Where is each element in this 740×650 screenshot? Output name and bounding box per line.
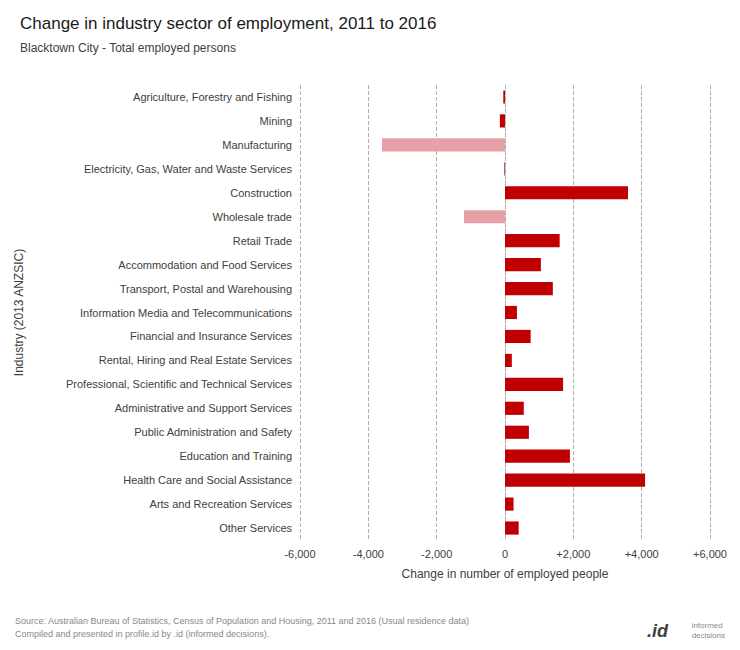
svg-text:Accommodation and Food Service: Accommodation and Food Services <box>118 259 292 271</box>
svg-text:Mining: Mining <box>260 115 292 127</box>
svg-text:Construction: Construction <box>230 187 292 199</box>
svg-text:Industry (2013 ANZSIC): Industry (2013 ANZSIC) <box>12 249 26 376</box>
svg-text:-4,000: -4,000 <box>353 548 384 560</box>
svg-text:Change in number of employed p: Change in number of employed people <box>402 567 609 581</box>
svg-text:Change in industry sector of e: Change in industry sector of employment,… <box>20 14 436 33</box>
svg-text:Public Administration and Safe: Public Administration and Safety <box>134 426 292 438</box>
svg-text:Professional, Scientific and T: Professional, Scientific and Technical S… <box>66 378 293 390</box>
svg-text:Blacktown City - Total employe: Blacktown City - Total employed persons <box>20 41 236 55</box>
svg-text:0: 0 <box>502 548 508 560</box>
svg-text:Financial and Insurance Servic: Financial and Insurance Services <box>130 330 293 342</box>
svg-text:Health Care and Social Assista: Health Care and Social Assistance <box>123 474 292 486</box>
svg-text:informed: informed <box>692 621 723 630</box>
svg-text:Electricity, Gas, Water and Wa: Electricity, Gas, Water and Waste Servic… <box>84 163 293 175</box>
svg-text:Information Media and Telecomm: Information Media and Telecommunications <box>80 307 292 319</box>
svg-text:Retail Trade: Retail Trade <box>233 235 292 247</box>
svg-text:decisions: decisions <box>692 631 725 640</box>
svg-text:Other Services: Other Services <box>219 522 292 534</box>
svg-text:+4,000: +4,000 <box>625 548 659 560</box>
svg-text:Education and Training: Education and Training <box>179 450 292 462</box>
svg-text:+6,000: +6,000 <box>693 548 727 560</box>
svg-text:Manufacturing: Manufacturing <box>222 139 292 151</box>
svg-text:Administrative and Support Ser: Administrative and Support Services <box>115 402 293 414</box>
svg-text:Compiled and presented in prof: Compiled and presented in profile.id by … <box>15 629 269 639</box>
svg-text:Wholesale trade: Wholesale trade <box>213 211 293 223</box>
svg-text:Agriculture, Forestry and Fish: Agriculture, Forestry and Fishing <box>133 91 292 103</box>
svg-text:+2,000: +2,000 <box>556 548 590 560</box>
svg-text:Arts and Recreation Services: Arts and Recreation Services <box>150 498 293 510</box>
svg-text:.id: .id <box>647 621 669 641</box>
svg-text:Source: Australian Bureau of S: Source: Australian Bureau of Statistics,… <box>15 616 469 626</box>
svg-text:Rental, Hiring and Real Estate: Rental, Hiring and Real Estate Services <box>99 354 293 366</box>
svg-text:-6,000: -6,000 <box>284 548 315 560</box>
svg-text:-2,000: -2,000 <box>421 548 452 560</box>
svg-text:Transport, Postal and Warehous: Transport, Postal and Warehousing <box>120 283 292 295</box>
